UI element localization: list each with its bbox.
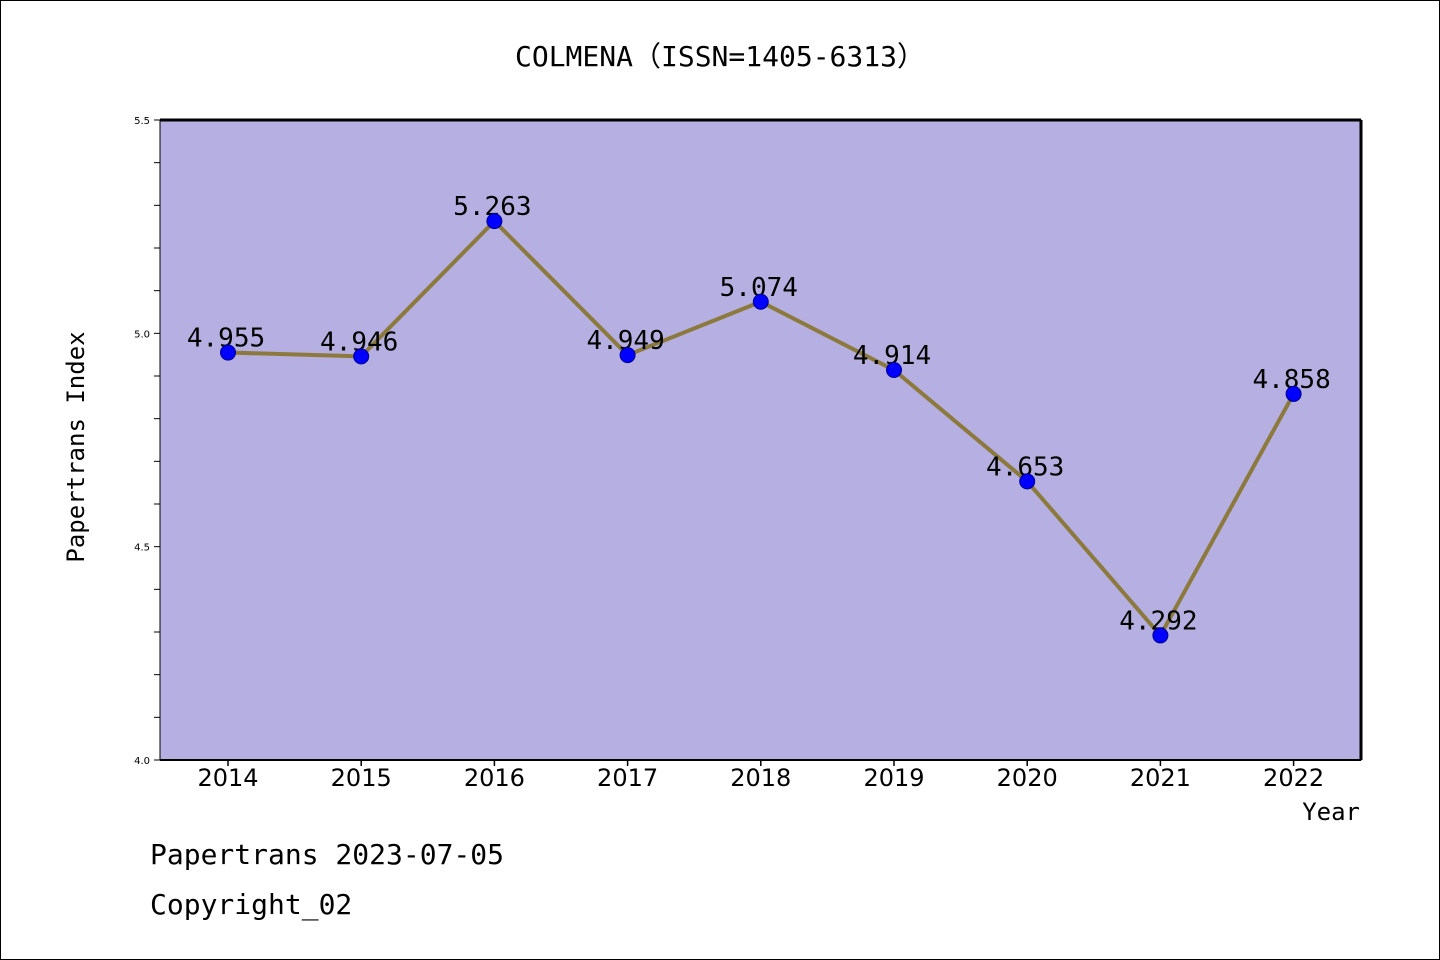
y-tick-label: 5.0 [134,329,150,340]
data-point [752,293,769,310]
data-point [1285,385,1302,402]
y-tick-label: 4.5 [134,543,150,554]
x-tick-label: 2019 [863,764,924,792]
plot-background [160,120,1361,760]
y-axis-label: Papertrans Index [62,331,90,562]
x-tick-label: 2021 [1130,764,1191,792]
data-point [619,347,636,364]
footer-date: Papertrans 2023-07-05 [150,838,504,871]
x-tick-label: 2017 [597,764,658,792]
x-tick-label: 2014 [197,764,258,792]
x-tick-label: 2015 [331,764,392,792]
x-tick-label: 2018 [730,764,791,792]
x-tick-label: 2022 [1263,764,1324,792]
data-point [1019,473,1036,490]
data-point [353,348,370,365]
data-point [1152,627,1169,644]
x-tick-label: 2020 [997,764,1058,792]
footer-copyright: Copyright_02 [150,888,352,922]
data-point [486,213,503,230]
y-tick-label: 4.0 [134,756,150,767]
data-point [886,362,902,379]
x-axis-label: Year [1302,798,1360,826]
plot-area: 4.0 4.5 5.0 5.5 2014 2015 2016 2017 2018 2019 2020… [134,116,1363,792]
chart-title: COLMENA（ISSN=1405-6313） [515,40,925,73]
data-point [220,344,236,361]
y-tick-label: 5.5 [134,116,150,127]
x-tick-label: 2016 [464,764,525,792]
